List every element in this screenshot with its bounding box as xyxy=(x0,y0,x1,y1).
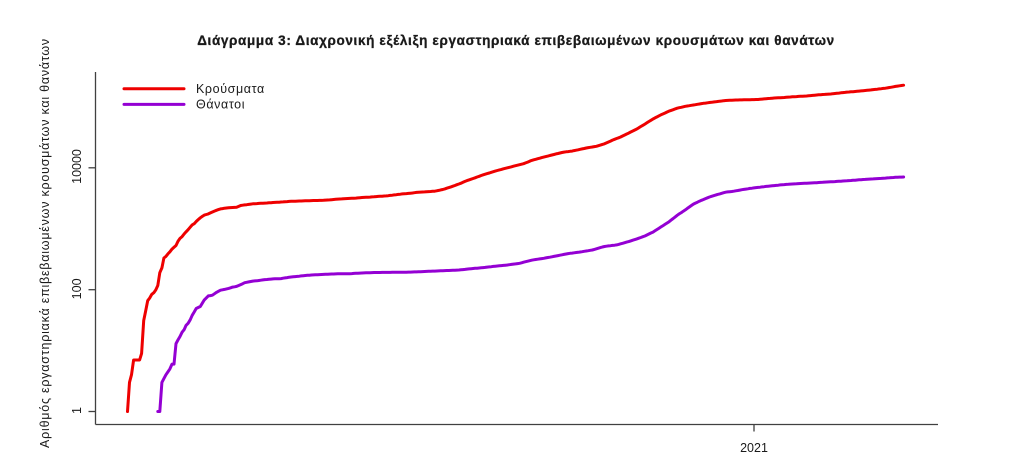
svg-text:10000: 10000 xyxy=(70,149,84,184)
svg-text:Αριθμός εργαστηριακά επιβεβαιω: Αριθμός εργαστηριακά επιβεβαιωμένων κρου… xyxy=(38,38,52,448)
svg-text:Κρούσματα: Κρούσματα xyxy=(196,82,265,96)
svg-text:100: 100 xyxy=(70,278,84,299)
svg-text:Θάνατοι: Θάνατοι xyxy=(196,98,245,112)
svg-text:2021: 2021 xyxy=(740,441,768,455)
svg-text:1: 1 xyxy=(70,407,84,414)
svg-text:Διάγραμμα 3: Διαχρονική εξέλιξ: Διάγραμμα 3: Διαχρονική εξέλιξη εργαστηρ… xyxy=(197,33,835,48)
